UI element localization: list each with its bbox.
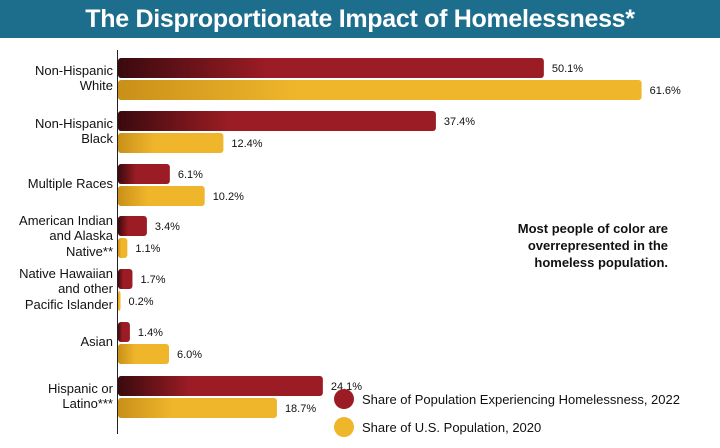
bar-population-5 xyxy=(118,344,169,364)
category-label-1: Non-Hispanic Black xyxy=(34,115,113,147)
y-axis-line xyxy=(117,50,118,434)
category-label-0: Non-Hispanic White xyxy=(34,62,113,94)
annotation: Most people of color are overrepresented… xyxy=(517,221,668,270)
bar-homeless-5 xyxy=(118,322,130,342)
bar-population-2 xyxy=(118,186,205,206)
bar-homeless-0 xyxy=(118,58,544,78)
bar-population-0 xyxy=(118,80,642,100)
value-label-population-2: 10.2% xyxy=(213,191,244,203)
value-label-homeless-5: 1.4% xyxy=(138,327,163,339)
bar-population-1 xyxy=(118,133,224,153)
title-bar: The Disproportionate Impact of Homelessn… xyxy=(0,0,720,38)
bar-population-3 xyxy=(118,238,128,258)
bar-homeless-4 xyxy=(118,269,133,289)
value-label-population-0: 61.6% xyxy=(650,85,681,97)
category-label-5: Asian xyxy=(80,334,113,350)
value-label-homeless-2: 6.1% xyxy=(178,169,203,181)
category-label-4: Native Hawaiian and other Pacific Islander xyxy=(19,265,113,312)
category-label-3: American Indian and Alaska Native** xyxy=(19,212,113,259)
bar-homeless-6 xyxy=(118,376,323,396)
legend-item-population: Share of U.S. Population, 2020 xyxy=(334,416,680,438)
legend-swatch-population xyxy=(334,417,354,437)
value-label-population-3: 1.1% xyxy=(135,243,160,255)
value-label-homeless-1: 37.4% xyxy=(444,116,475,128)
bar-homeless-1 xyxy=(118,111,436,131)
legend-item-homeless: Share of Population Experiencing Homeles… xyxy=(334,388,680,410)
legend: Share of Population Experiencing Homeles… xyxy=(334,388,680,444)
value-label-population-4: 0.2% xyxy=(129,296,154,308)
legend-label-homeless: Share of Population Experiencing Homeles… xyxy=(362,391,680,407)
value-label-homeless-4: 1.7% xyxy=(140,274,165,286)
value-label-population-1: 12.4% xyxy=(231,138,262,150)
legend-label-population: Share of U.S. Population, 2020 xyxy=(362,419,542,435)
bar-homeless-3 xyxy=(118,216,147,236)
category-label-2: Multiple Races xyxy=(27,176,113,192)
value-label-homeless-0: 50.1% xyxy=(552,63,583,75)
chart-title: The Disproportionate Impact of Homelessn… xyxy=(85,4,635,33)
bar-population-6 xyxy=(118,398,277,418)
bar-population-4 xyxy=(118,291,121,311)
value-label-population-6: 18.7% xyxy=(285,403,316,415)
legend-swatch-homeless xyxy=(334,389,354,409)
bar-homeless-2 xyxy=(118,164,170,184)
category-label-6: Hispanic or Latino*** xyxy=(47,380,113,412)
value-label-homeless-3: 3.4% xyxy=(155,221,180,233)
value-label-population-5: 6.0% xyxy=(177,349,202,361)
